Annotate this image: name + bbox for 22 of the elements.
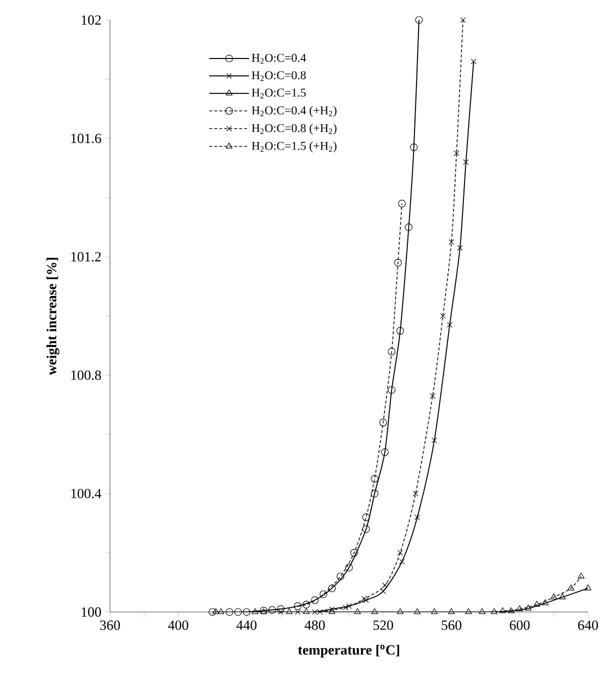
- legend-label: H$_{2}$O:C=0.8 (+H$_{2}$): [252, 124, 337, 135]
- y-tick-label: 101.6: [71, 134, 102, 144]
- legend-label: H$_{2}$O:C=0.8: [252, 71, 306, 81]
- x-tick-label: 640: [578, 620, 598, 630]
- legend-label: H$_{2}$O:C=0.4 (+H$_{2}$): [252, 106, 337, 117]
- legend-label: H$_{2}$O:C=0.4: [252, 54, 306, 64]
- y-tick-label: 100.8: [71, 370, 102, 380]
- y-tick-label: 102: [82, 15, 101, 25]
- x-tick-label: 520: [374, 620, 394, 630]
- y-tick-label: 100.4: [71, 488, 102, 498]
- x-axis-title: temperature [$^{o}$C]: [298, 644, 400, 658]
- legend-label: H$_{2}$O:C=1.5: [252, 88, 306, 98]
- x-tick-label: 400: [168, 620, 188, 630]
- y-axis-title: weight increase [%]: [46, 258, 60, 376]
- x-tick-label: 560: [442, 620, 462, 630]
- legend-label: H$_{2}$O:C=1.5 (+H$_{2}$): [252, 142, 337, 152]
- x-tick-label: 480: [304, 620, 325, 630]
- y-tick-label: 100: [82, 607, 102, 617]
- x-tick-label: 360: [100, 620, 120, 630]
- x-tick-label: 600: [510, 620, 530, 630]
- x-tick-label: 440: [236, 620, 257, 630]
- y-tick-label: 101.2: [71, 252, 101, 262]
